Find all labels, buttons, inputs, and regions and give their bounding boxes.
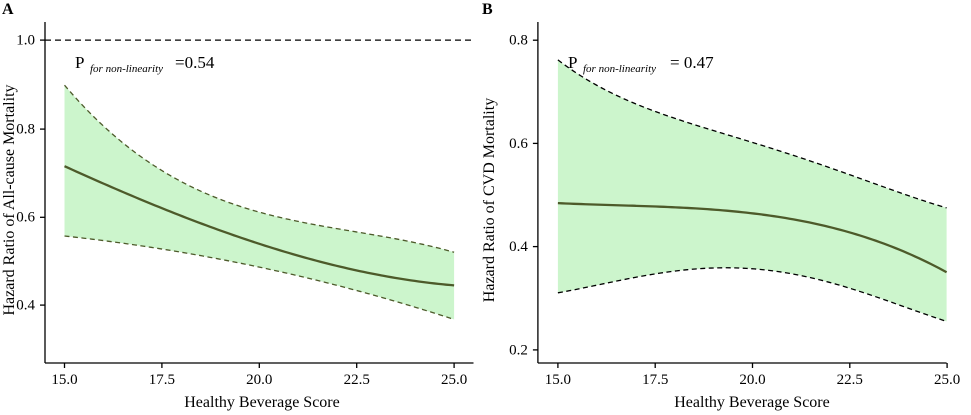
svg-text:20.0: 20.0 (246, 372, 272, 388)
svg-text:Healthy Beverage Score: Healthy Beverage Score (674, 394, 829, 411)
svg-text:22.5: 22.5 (344, 372, 370, 388)
svg-text:1.0: 1.0 (16, 33, 35, 49)
svg-text:17.5: 17.5 (642, 372, 668, 388)
svg-text:P: P (568, 53, 577, 72)
svg-text:0.4: 0.4 (16, 298, 35, 314)
svg-text:P: P (75, 53, 84, 72)
svg-text:15.0: 15.0 (51, 372, 77, 388)
svg-text:Hazard Ratio of CVD Mortality: Hazard Ratio of CVD Mortality (481, 98, 498, 302)
svg-text:0.6: 0.6 (509, 136, 528, 152)
svg-text:Hazard Ratio of All-cause Mort: Hazard Ratio of All-cause Mortality (1, 84, 18, 315)
svg-text:17.5: 17.5 (149, 372, 175, 388)
svg-text:25.0: 25.0 (441, 372, 467, 388)
svg-text:0.8: 0.8 (16, 122, 35, 138)
svg-text:Healthy Beverage Score: Healthy Beverage Score (184, 394, 339, 411)
svg-text:=0.54: =0.54 (175, 53, 215, 72)
svg-text:A: A (2, 1, 14, 18)
svg-text:0.6: 0.6 (16, 210, 35, 226)
svg-text:B: B (482, 1, 493, 18)
svg-text:20.0: 20.0 (739, 372, 765, 388)
svg-text:for non-linearity: for non-linearity (90, 63, 163, 75)
svg-text:0.2: 0.2 (509, 342, 528, 358)
svg-text:= 0.47: = 0.47 (670, 53, 714, 72)
svg-text:25.0: 25.0 (934, 372, 960, 388)
svg-text:15.0: 15.0 (545, 372, 571, 388)
svg-text:0.4: 0.4 (509, 239, 528, 255)
svg-text:for non-linearity: for non-linearity (583, 63, 656, 75)
svg-text:22.5: 22.5 (837, 372, 863, 388)
svg-text:0.8: 0.8 (509, 33, 528, 49)
